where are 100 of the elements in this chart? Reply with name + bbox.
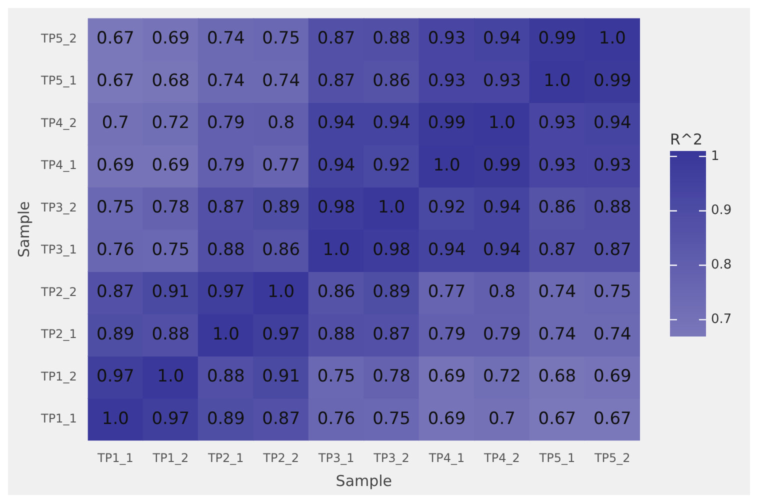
data-label: 0.88: [317, 324, 356, 344]
data-label: 0.93: [428, 28, 466, 49]
data-label: 0.88: [152, 324, 190, 344]
x-tick-label: TP2_1: [206, 450, 244, 465]
data-label: 0.8: [488, 282, 516, 302]
data-label: 0.67: [96, 28, 134, 49]
y-tick-label: TP3_2: [40, 200, 77, 214]
data-label: 1.0: [268, 282, 295, 302]
data-label: 0.94: [317, 113, 356, 134]
y-tick-label: TP4_2: [40, 116, 77, 130]
data-label: 0.72: [483, 366, 521, 387]
data-label: 0.99: [483, 155, 521, 176]
data-label: 0.69: [593, 366, 632, 387]
data-label: 0.98: [317, 198, 356, 218]
data-label: 0.89: [96, 324, 134, 344]
data-label: 0.74: [206, 28, 245, 49]
data-label: 0.79: [428, 324, 466, 344]
x-tick-label: TP3_1: [317, 450, 354, 465]
data-label: 1.0: [378, 198, 406, 218]
data-label: 0.92: [428, 198, 466, 218]
data-label: 0.89: [372, 282, 410, 302]
y-tick-label: TP5_1: [40, 74, 77, 88]
y-tick-label: TP1_2: [40, 369, 77, 384]
data-label: 0.77: [262, 155, 300, 176]
data-label: 1.0: [157, 366, 184, 387]
data-label: 0.87: [317, 70, 356, 91]
x-tick-label: TP1_2: [152, 450, 189, 465]
data-label: 0.87: [372, 324, 410, 344]
y-axis-title: Sample: [14, 201, 33, 258]
data-label: 0.88: [206, 366, 245, 387]
data-label: 0.79: [483, 324, 521, 344]
color-bar-title: R^2: [670, 130, 703, 148]
x-tick-label: TP4_1: [428, 450, 465, 465]
data-label: 0.75: [96, 198, 134, 218]
data-label: 0.94: [483, 28, 521, 49]
data-label: 1.0: [598, 28, 626, 49]
data-label: 0.75: [152, 240, 190, 260]
data-label: 0.78: [372, 366, 410, 387]
data-label: 0.97: [206, 282, 245, 302]
data-label: 0.69: [96, 155, 134, 176]
data-label: 0.74: [538, 282, 576, 302]
data-label: 0.93: [593, 155, 632, 176]
color-bar-label: 0.7: [711, 312, 732, 328]
data-label: 0.74: [206, 70, 245, 91]
data-label: 0.94: [483, 198, 521, 218]
x-tick-label: TP4_2: [483, 450, 520, 465]
data-label: 0.88: [593, 198, 632, 218]
data-label: 0.76: [317, 408, 356, 429]
data-label: 0.72: [152, 113, 190, 134]
data-label: 0.94: [372, 113, 410, 134]
data-label: 0.75: [317, 366, 356, 387]
y-tick-label: TP5_2: [40, 31, 77, 46]
y-tick-label: TP2_2: [40, 284, 77, 299]
data-label: 0.67: [538, 408, 576, 429]
data-label: 0.93: [428, 70, 466, 91]
data-label: 0.68: [538, 366, 576, 387]
data-label: 1.0: [433, 155, 460, 176]
data-label: 0.99: [428, 113, 466, 134]
data-label: 0.91: [262, 366, 300, 387]
data-label: 1.0: [322, 240, 350, 260]
data-label: 0.77: [428, 282, 466, 302]
data-label: 0.67: [96, 70, 134, 91]
data-label: 0.88: [206, 240, 245, 260]
y-tick-label: TP3_1: [40, 242, 77, 257]
data-label: 0.74: [262, 70, 300, 91]
data-label: 0.86: [538, 198, 576, 218]
data-label: 0.79: [206, 155, 245, 176]
data-label: 0.97: [152, 408, 190, 429]
data-label: 0.87: [96, 282, 134, 302]
data-label: 0.94: [428, 240, 466, 260]
data-label: 0.79: [206, 113, 245, 134]
data-label: 0.75: [593, 282, 632, 302]
x-tick-label: TP2_2: [262, 450, 300, 465]
y-tick-label: TP4_1: [40, 158, 77, 172]
data-label: 0.75: [262, 28, 300, 49]
color-bar-label: 0.8: [711, 258, 732, 273]
data-label: 0.74: [593, 324, 632, 344]
data-label: 0.87: [262, 408, 300, 429]
color-bar-label: 1: [711, 148, 720, 164]
data-label: 0.78: [152, 198, 190, 218]
x-tick-label: TP3_2: [372, 450, 410, 465]
data-label: 0.7: [102, 113, 129, 134]
y-tick-label: TP2_1: [40, 327, 77, 342]
data-label: 1.0: [544, 70, 571, 91]
data-label: 0.89: [206, 408, 245, 429]
data-label: 0.99: [538, 28, 576, 49]
data-label: 0.93: [538, 155, 576, 176]
data-label: 0.87: [206, 198, 245, 218]
data-label: 0.69: [428, 366, 466, 387]
data-label: 0.88: [372, 28, 410, 49]
data-label: 0.7: [488, 408, 516, 429]
data-label: 0.8: [268, 113, 295, 134]
x-tick-label: TP1_1: [96, 450, 134, 465]
data-label: 0.98: [372, 240, 410, 260]
data-label: 0.86: [317, 282, 356, 302]
data-label: 0.93: [483, 70, 521, 91]
data-label: 0.94: [593, 113, 632, 134]
data-label: 0.89: [262, 198, 300, 218]
data-label: 0.67: [593, 408, 632, 429]
data-label: 1.0: [488, 113, 516, 134]
